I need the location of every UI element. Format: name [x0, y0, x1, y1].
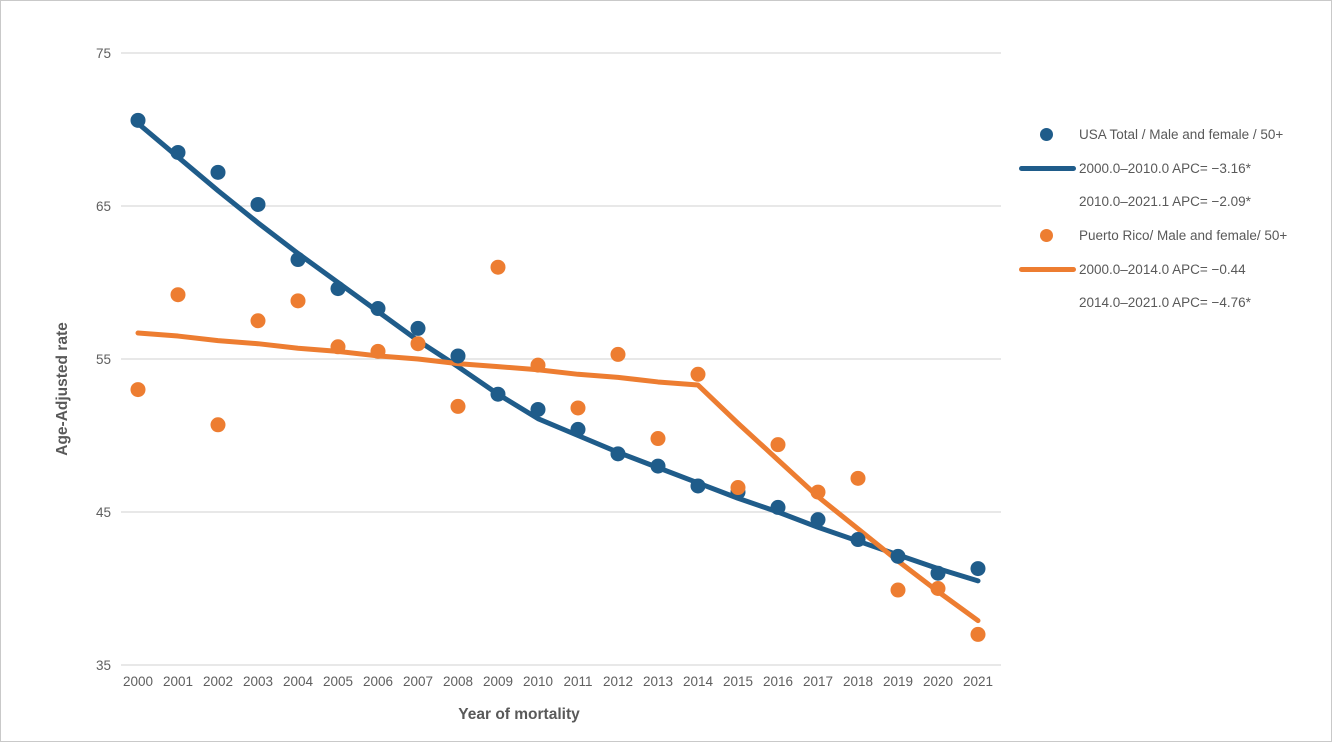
data-point-usa-2010: [530, 401, 546, 417]
data-point-puerto-rico-2018: [850, 470, 866, 486]
data-point-puerto-rico-2006: [370, 343, 386, 359]
x-tick-label: 2019: [883, 674, 913, 689]
y-tick-label: 75: [96, 46, 111, 61]
data-point-puerto-rico-2003: [250, 313, 266, 329]
data-point-puerto-rico-2015: [730, 480, 746, 496]
data-point-puerto-rico-2019: [890, 582, 906, 598]
data-point-puerto-rico-2008: [450, 398, 466, 414]
data-point-puerto-rico-2017: [810, 484, 826, 500]
data-point-puerto-rico-2014: [690, 366, 706, 382]
data-point-puerto-rico-2016: [770, 437, 786, 453]
data-point-usa-2019: [890, 548, 906, 564]
x-tick-label: 2000: [123, 674, 153, 689]
legend-item-label: 2010.0–2021.1 APC= −2.09*: [1079, 194, 1251, 210]
data-point-usa-2005: [330, 281, 346, 297]
legend-item: 2010.0–2021.1 APC= −2.09*: [1019, 185, 1319, 219]
data-point-puerto-rico-2007: [410, 336, 426, 352]
x-tick-label: 2009: [483, 674, 513, 689]
legend-item-label: 2014.0–2021.0 APC= −4.76*: [1079, 295, 1251, 311]
x-tick-label: 2017: [803, 674, 833, 689]
legend-item: 2000.0–2014.0 APC= −0.44: [1019, 252, 1319, 286]
legend-item-label: USA Total / Male and female / 50+: [1079, 127, 1284, 143]
legend-line-marker: [1019, 165, 1076, 171]
data-point-usa-2020: [930, 565, 946, 581]
data-point-puerto-rico-2011: [570, 400, 586, 416]
data-point-puerto-rico-2020: [930, 581, 946, 596]
legend: USA Total / Male and female / 50+ 2000.0–…: [1019, 118, 1319, 320]
data-point-puerto-rico-2001: [170, 287, 186, 303]
legend-item-label: 2000.0–2014.0 APC= −0.44: [1079, 261, 1246, 277]
data-point-puerto-rico-2000: [130, 382, 146, 398]
data-point-usa-2004: [290, 252, 306, 268]
legend-item-label: 2000.0–2010.0 APC= −3.16*: [1079, 160, 1251, 176]
data-point-usa-2012: [610, 446, 626, 462]
x-tick-label: 2004: [283, 674, 314, 689]
data-point-usa-2014: [690, 478, 706, 494]
data-point-usa-2003: [250, 196, 266, 212]
legend-item: USA Total / Male and female / 50+: [1019, 118, 1319, 152]
data-point-usa-2002: [210, 164, 226, 180]
x-tick-label: 2003: [243, 674, 273, 689]
x-tick-label: 2008: [443, 674, 473, 689]
data-point-usa-2018: [850, 532, 866, 548]
data-point-usa-2011: [570, 421, 586, 437]
data-point-puerto-rico-2004: [290, 293, 306, 309]
data-point-puerto-rico-2009: [490, 259, 506, 275]
data-point-usa-2017: [810, 512, 826, 528]
legend-dot-marker: [1040, 128, 1053, 142]
data-point-usa-2009: [490, 386, 506, 402]
y-axis-title: Age-Adjusted rate: [54, 322, 71, 456]
y-tick-label: 65: [96, 199, 111, 214]
legend-line-marker: [1019, 266, 1076, 272]
y-tick-label: 45: [96, 505, 111, 520]
y-tick-label: 35: [96, 658, 111, 673]
data-point-usa-2016: [770, 499, 786, 515]
data-point-usa-2007: [410, 320, 426, 336]
x-tick-label: 2005: [323, 674, 353, 689]
puerto-rico-trendline: [135, 330, 981, 624]
data-point-puerto-rico-2002: [210, 417, 226, 433]
x-tick-label: 2002: [203, 674, 233, 689]
data-point-puerto-rico-2021: [970, 626, 986, 642]
x-tick-label: 2014: [683, 674, 714, 689]
x-tick-label: 2010: [523, 674, 553, 689]
legend-dot-marker: [1040, 229, 1053, 243]
x-tick-label: 2018: [843, 674, 873, 689]
x-tick-label: 2006: [363, 674, 393, 689]
data-point-puerto-rico-2005: [330, 339, 346, 355]
data-point-usa-2021: [970, 561, 986, 577]
x-tick-label: 2013: [643, 674, 673, 689]
data-point-puerto-rico-2012: [610, 346, 626, 362]
data-point-usa-2000: [130, 112, 146, 128]
x-tick-label: 2011: [563, 674, 592, 689]
y-tick-label: 55: [96, 352, 111, 367]
x-tick-label: 2007: [403, 674, 433, 689]
x-tick-label: 2015: [723, 674, 753, 689]
data-point-usa-2001: [170, 144, 186, 160]
x-tick-label: 2016: [763, 674, 793, 689]
data-point-usa-2006: [370, 301, 386, 317]
data-point-puerto-rico-2010: [530, 357, 546, 373]
legend-item: 2014.0–2021.0 APC= −4.76*: [1019, 286, 1319, 320]
legend-item: 2000.0–2010.0 APC= −3.16*: [1019, 152, 1319, 186]
legend-item-label: Puerto Rico/ Male and female/ 50+: [1079, 228, 1288, 244]
data-point-usa-2013: [650, 458, 666, 474]
plot-area: 75 65 55 45 35 2000 2001 2002 2003 2004 2005 2006 20…: [96, 46, 1001, 689]
x-tick-label: 2001: [163, 674, 193, 689]
data-point-usa-2008: [450, 348, 466, 364]
x-tick-label: 2021: [963, 674, 993, 689]
x-tick-label: 2012: [603, 674, 633, 689]
x-axis-title: Year of mortality: [458, 706, 580, 723]
x-tick-label: 2020: [923, 674, 953, 689]
usa-trendline: [135, 120, 981, 584]
legend-item: Puerto Rico/ Male and female/ 50+: [1019, 219, 1319, 253]
data-point-puerto-rico-2013: [650, 431, 666, 447]
